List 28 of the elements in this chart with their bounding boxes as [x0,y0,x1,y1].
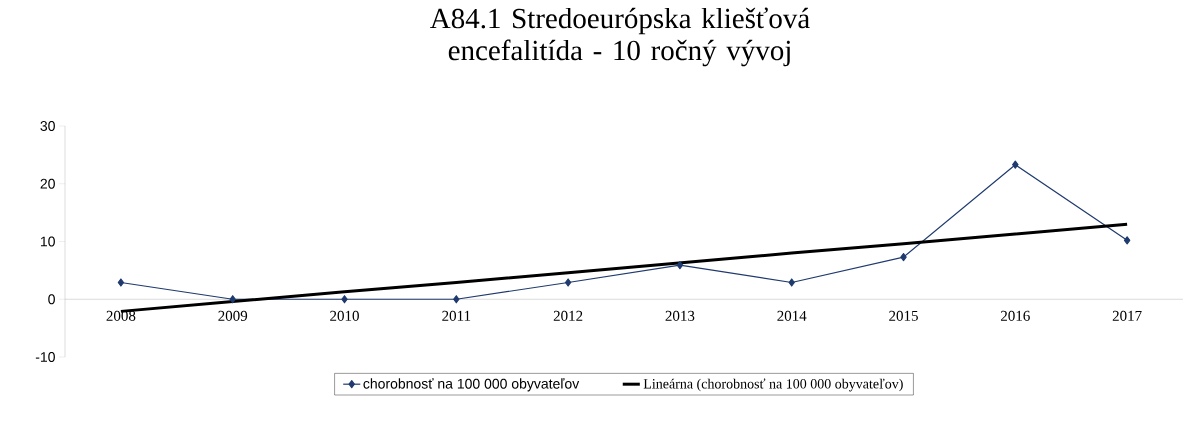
x-tick-label: 2008 [106,310,136,321]
x-tick-label: 2017 [1112,310,1142,321]
point [229,295,236,304]
chart-title: A84.1 Stredoeurópska kliešťová encefalitída - 10 ročný vývoj [430,7,810,67]
x-tick-label: 2014 [777,310,807,321]
y-tick-label: 0 [48,294,55,305]
y-tick-label: 20 [40,178,55,189]
point [341,295,348,304]
point [1123,236,1131,245]
y-tick-label: 10 [40,236,55,247]
x-tick-label: 2012 [553,310,583,321]
point [453,295,460,304]
point [1012,160,1019,169]
point [788,278,795,287]
x-tick-label: 2011 [442,310,471,321]
point [676,261,684,270]
x-tick-label: 2016 [1000,310,1030,321]
point [900,252,907,262]
x-tick-label: 2015 [889,310,918,321]
legend-label: Lineárna (chorobnosť na 100 000 obyvateľov) [643,378,903,392]
x-tick-label: 2010 [330,310,359,321]
y-tick-label: -10 [35,352,55,362]
y-tick-label: 30 [40,121,55,131]
x-tick-label: 2013 [665,310,695,321]
x-tick-label: 2009 [218,310,248,321]
point [117,278,125,287]
legend-label: chorobnosť na 100 000 obyvateľov [363,378,580,392]
point [564,278,572,287]
